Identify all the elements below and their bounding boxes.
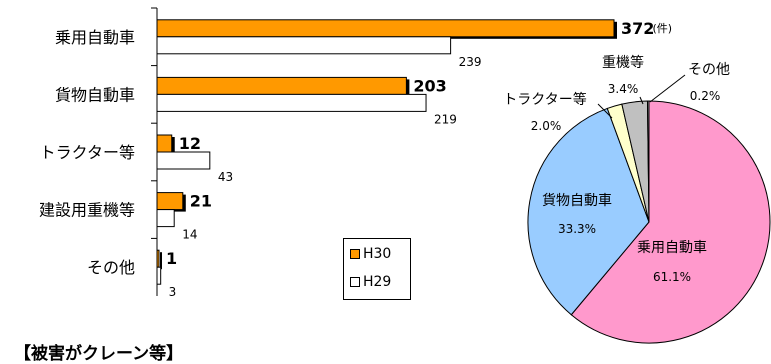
category-label: 建設用重機等 bbox=[39, 201, 135, 220]
unit-label: (件) bbox=[653, 22, 673, 35]
data-label-h30: 1 bbox=[166, 249, 177, 268]
data-label-h29: 239 bbox=[459, 55, 482, 69]
pie-slice-label: トラクター等 bbox=[503, 91, 586, 108]
pie-leader-line bbox=[639, 96, 644, 105]
bar-h30 bbox=[156, 19, 615, 38]
pie-leader-line bbox=[597, 103, 613, 119]
pie-slice-label: 重機等 bbox=[602, 54, 644, 71]
category-label: 貨物自動車 bbox=[55, 85, 135, 104]
pie-slice-value: 61.1% bbox=[653, 270, 691, 284]
pie-slice-label: 貨物自動車 bbox=[542, 192, 612, 209]
category-label: 乗用自動車 bbox=[55, 28, 135, 47]
data-label-h29: 219 bbox=[434, 112, 457, 126]
bar-h29 bbox=[156, 151, 211, 170]
category-label: トラクター等 bbox=[40, 143, 135, 162]
data-label-h29: 14 bbox=[182, 228, 197, 242]
pie-chart: 乗用自動車 61.1% 貨物自動車 33.3% トラクター等 2.0% 重機等 3.4% その他… bbox=[503, 54, 771, 344]
pie-slice-label: その他 bbox=[688, 62, 730, 78]
data-label-h30: 372 bbox=[621, 19, 654, 38]
bar-h29 bbox=[156, 209, 175, 228]
pie-slice bbox=[646, 100, 650, 223]
legend-item-h29: H29 bbox=[350, 274, 391, 290]
bar-h30 bbox=[156, 134, 173, 153]
pie-slice-label: 乗用自動車 bbox=[637, 239, 707, 256]
bar-h30 bbox=[156, 192, 184, 211]
pie-slice-value: 33.3% bbox=[558, 222, 596, 236]
legend-label-h29: H29 bbox=[363, 274, 392, 290]
legend-label-h30: H30 bbox=[363, 246, 392, 262]
pie-slice bbox=[570, 100, 771, 344]
legend-item-h30: H30 bbox=[350, 246, 391, 262]
chart-canvas: 乗用自動車 372(件) 239 貨物自動車 203 219 トラクター等 12 43 建設用重機… bbox=[39, 7, 771, 344]
bar-h30 bbox=[156, 249, 160, 268]
bar-h29 bbox=[156, 93, 427, 112]
pie-slice-value: 3.4% bbox=[608, 82, 639, 96]
data-label-h29: 43 bbox=[218, 170, 233, 184]
pie-slice bbox=[527, 107, 650, 316]
pie-slice-value: 2.0% bbox=[531, 119, 562, 133]
bar-h30 bbox=[156, 76, 407, 95]
legend-swatch-h30 bbox=[350, 249, 360, 259]
legend: H30 H29 bbox=[343, 238, 411, 300]
pie-leader-line bbox=[649, 74, 686, 103]
bar-chart: 乗用自動車 372(件) 239 貨物自動車 203 219 トラクター等 12 43 建設用重機… bbox=[39, 7, 673, 299]
bar-shadow-h30 bbox=[160, 252, 162, 270]
figure: 乗用自動車 372 (件) 239 貨物自動車 203 219 トラクター等 12 43 建設用重機… bbox=[14, 7, 771, 364]
data-label-h30: 203 bbox=[413, 76, 446, 95]
pie-slice-value: 0.2% bbox=[690, 89, 721, 103]
data-label-h30: 21 bbox=[190, 192, 212, 211]
data-label-h29: 3 bbox=[169, 285, 177, 299]
footer-heading: 【被害がクレーン等】 bbox=[14, 344, 184, 364]
data-label-h30: 12 bbox=[179, 134, 201, 153]
legend-swatch-h29 bbox=[350, 277, 360, 287]
bar-h29 bbox=[156, 266, 162, 285]
bar-h29 bbox=[156, 36, 452, 55]
category-label: その他 bbox=[87, 258, 135, 277]
